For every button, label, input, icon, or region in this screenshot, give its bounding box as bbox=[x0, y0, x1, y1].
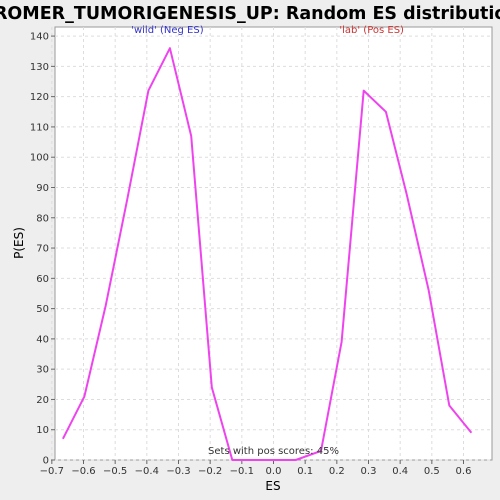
y-tick-label: 140 bbox=[30, 32, 49, 43]
y-tick-label: 70 bbox=[36, 244, 49, 255]
y-tick-label: 80 bbox=[36, 213, 49, 224]
x-tick-label: −0.7 bbox=[40, 466, 64, 477]
y-axis-label: P(ES) bbox=[12, 227, 26, 259]
x-tick-label: −0.5 bbox=[103, 466, 127, 477]
y-tick-label: 50 bbox=[36, 304, 49, 315]
series-line bbox=[62, 47, 473, 461]
y-tick-label: 100 bbox=[30, 153, 49, 164]
x-tick-label: 0.6 bbox=[456, 466, 472, 477]
x-tick-label: 0.2 bbox=[329, 466, 345, 477]
x-tick-label: 0.3 bbox=[361, 466, 377, 477]
x-tick-label: −0.4 bbox=[135, 466, 159, 477]
y-tick-label: 130 bbox=[30, 62, 49, 73]
annotation-text: 'wild' (Neg ES) bbox=[131, 25, 203, 36]
x-tick-label: −0.6 bbox=[71, 466, 95, 477]
x-tick-label: 0.1 bbox=[297, 466, 313, 477]
x-tick-label: −0.1 bbox=[230, 466, 254, 477]
x-axis: −0.7 −0.6 −0.5 −0.4 −0.3 −0.2 −0.1 0.0 0.1 0.2 0.3… bbox=[40, 460, 472, 477]
x-axis-label: ES bbox=[265, 479, 280, 493]
y-tick-label: 40 bbox=[36, 334, 49, 345]
y-tick-label: 120 bbox=[30, 92, 49, 103]
chart-title: CROMER_TUMORIGENESIS_UP: Random ES distr… bbox=[0, 4, 500, 24]
y-tick-label: 60 bbox=[36, 274, 49, 285]
annotation-text: Sets with pos scores: 45% bbox=[208, 446, 339, 457]
x-tick-label: −0.2 bbox=[198, 466, 222, 477]
y-tick-label: 20 bbox=[36, 395, 49, 406]
annotations: 'wild' (Neg ES) 'lab' (Pos ES) Sets with p… bbox=[131, 25, 404, 457]
x-tick-label: 0.4 bbox=[392, 466, 408, 477]
y-tick-label: 10 bbox=[36, 425, 49, 436]
y-tick-label: 90 bbox=[36, 183, 49, 194]
x-tick-label: 0.0 bbox=[266, 466, 282, 477]
annotation-text: 'lab' (Pos ES) bbox=[339, 25, 404, 36]
x-tick-label: 0.5 bbox=[424, 466, 440, 477]
y-tick-label: 30 bbox=[36, 365, 49, 376]
x-tick-label: −0.3 bbox=[166, 466, 190, 477]
y-axis: 0 10 20 30 40 50 60 70 80 90 100 110 120 130 140 bbox=[30, 32, 55, 467]
series-group bbox=[62, 47, 473, 461]
grid bbox=[51, 27, 492, 461]
y-tick-label: 0 bbox=[43, 456, 49, 467]
y-tick-label: 110 bbox=[30, 122, 49, 133]
